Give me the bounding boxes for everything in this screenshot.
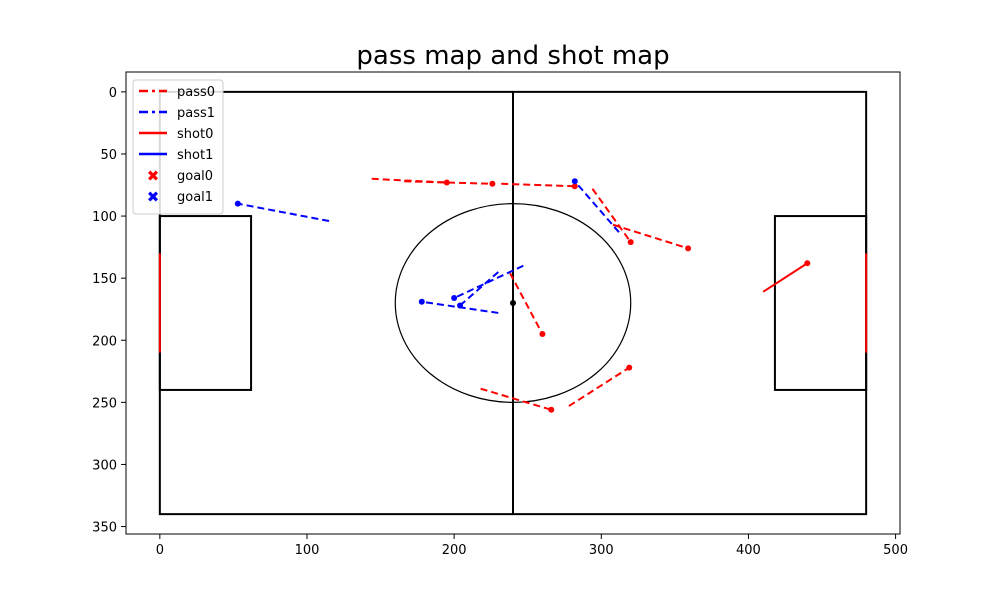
y-tick-label: 250 — [92, 396, 117, 411]
pass-line — [453, 264, 524, 299]
penalty-box-1 — [773, 215, 868, 391]
pass-line — [480, 387, 552, 411]
pass-end-point — [234, 200, 241, 207]
x-tick-label: 0 — [156, 543, 164, 558]
pitch — [158, 90, 868, 516]
y-tick-label: 150 — [92, 272, 117, 287]
pass-end-point — [627, 239, 634, 246]
axis-ticks: 0 100 200 300 400 500 0 50 100 150 200 250 300 350 — [92, 86, 908, 558]
penalty-box-0 — [158, 215, 253, 391]
pass-line — [237, 202, 330, 223]
y-tick-label: 350 — [92, 521, 117, 536]
plot-frame — [125, 71, 901, 535]
legend-label: goal0 — [177, 169, 213, 184]
y-tick-label: 0 — [109, 86, 117, 101]
pass-line — [459, 271, 499, 307]
pass-end-point — [451, 295, 458, 302]
x-tick-label: 500 — [883, 543, 908, 558]
pass-line — [509, 272, 544, 335]
center-circle — [394, 203, 632, 403]
pass-end-point — [539, 331, 546, 338]
x-tick-label: 300 — [589, 543, 614, 558]
pass-end-point — [685, 245, 692, 252]
x-tick-label: 200 — [442, 543, 467, 558]
marks — [234, 177, 811, 413]
pass-line — [421, 300, 499, 314]
pass-end-point — [418, 298, 425, 305]
y-tick-label: 200 — [92, 334, 117, 349]
pass-end-point — [626, 364, 633, 371]
x-tick-label: 100 — [295, 543, 320, 558]
pass-end-point — [571, 178, 578, 185]
pass-line — [501, 182, 575, 188]
shot-end-point — [804, 260, 811, 267]
pass-end-point — [443, 179, 450, 186]
pass-line — [404, 180, 493, 185]
legend-box — [132, 79, 224, 215]
pass-line — [574, 180, 620, 233]
legend-label: shot0 — [177, 127, 213, 142]
shot-line — [762, 262, 808, 293]
y-tick-label: 100 — [92, 210, 117, 225]
legend-swatch: ✖ — [147, 188, 160, 206]
pass-end-point — [571, 183, 578, 190]
legend-label: shot1 — [177, 148, 213, 163]
legend: pass0 pass1 shot0 shot1 ✖ goal0 ✖ goal1 — [132, 79, 224, 215]
pass-line — [568, 366, 630, 407]
legend-swatch: ✖ — [147, 167, 160, 185]
chart-title: pass map and shot map — [356, 41, 669, 71]
legend-label: pass1 — [177, 106, 215, 121]
y-tick-label: 300 — [92, 458, 117, 473]
legend-label: pass0 — [177, 85, 215, 100]
pass-end-point — [548, 406, 555, 413]
pass-line — [612, 223, 689, 250]
y-tick-label: 50 — [100, 148, 117, 163]
legend-label: goal1 — [177, 190, 213, 205]
center-spot — [510, 300, 516, 306]
x-tick-label: 400 — [736, 543, 761, 558]
pass-end-point — [489, 180, 496, 187]
